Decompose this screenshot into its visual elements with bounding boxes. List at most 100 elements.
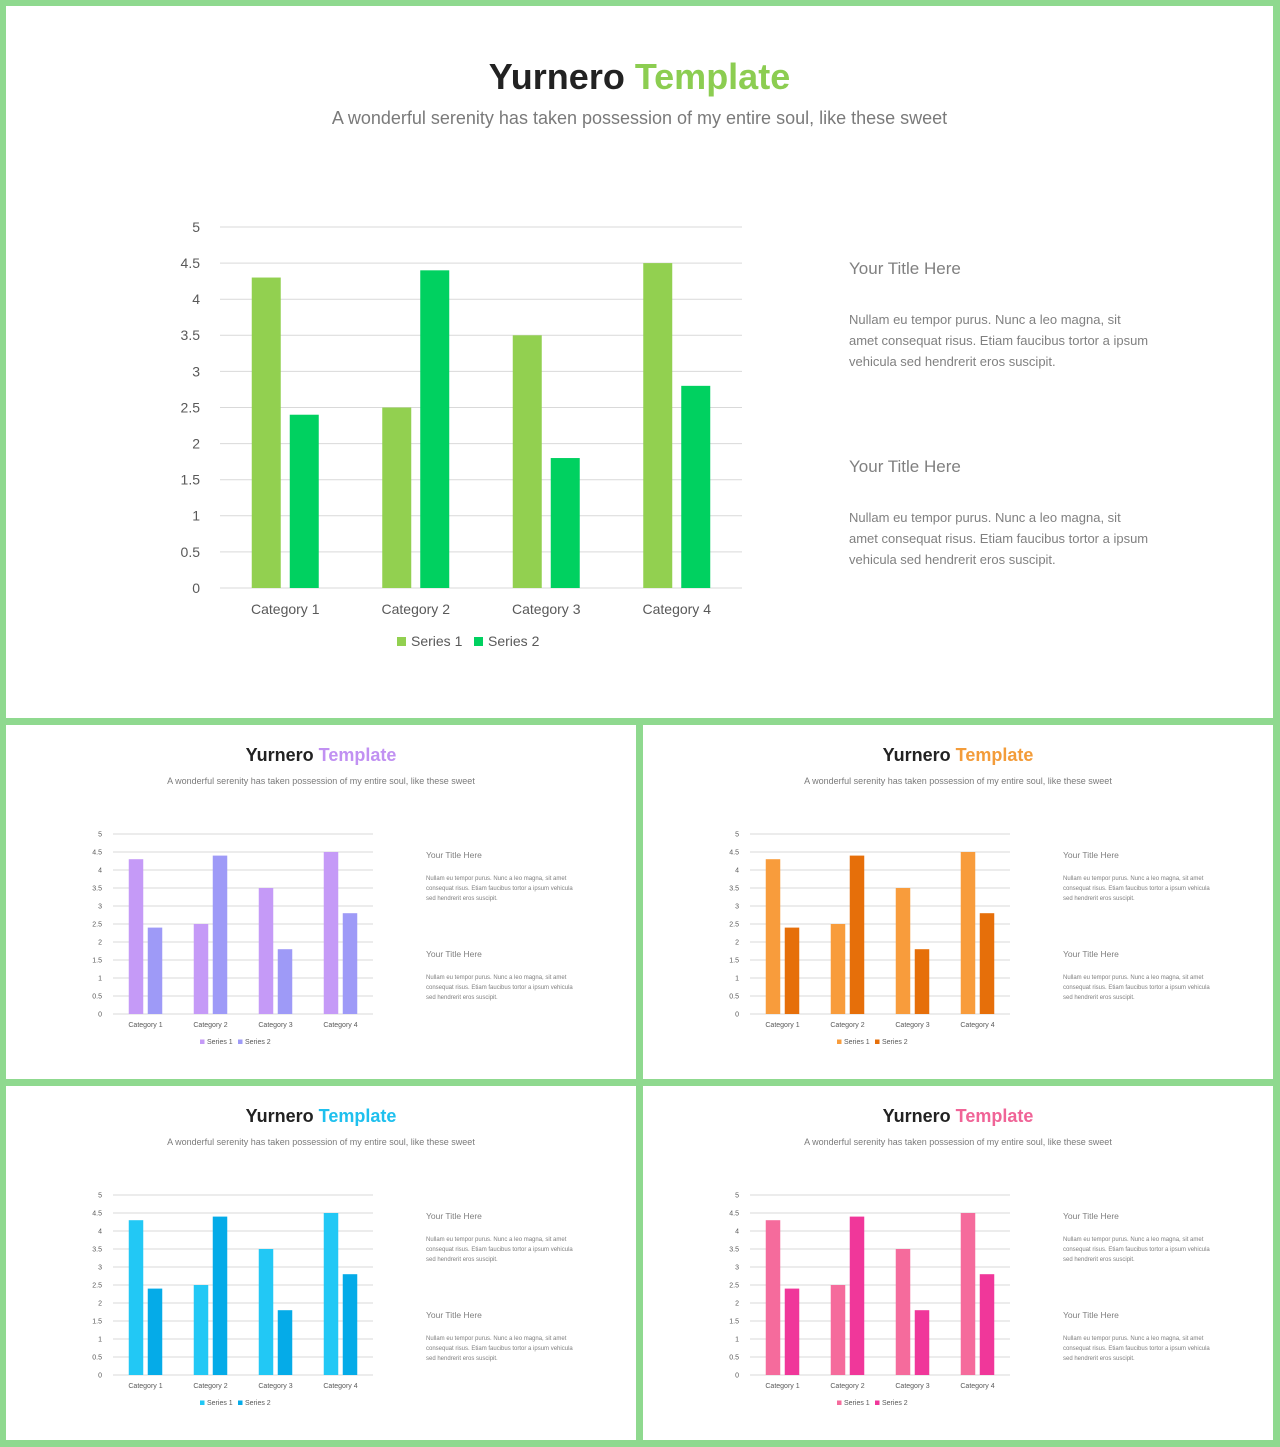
slide-orange: Yurnero Template A wonderful serenity ha… — [643, 725, 1273, 1079]
bar-series-2 — [914, 949, 930, 1014]
x-tick-label: Category 4 — [323, 1022, 357, 1029]
x-tick-label: Category 3 — [895, 1383, 929, 1390]
y-tick-label: 2.5 — [729, 1282, 739, 1289]
legend-label: Series 1 — [844, 1039, 870, 1046]
bar-series-1 — [193, 924, 209, 1014]
legend: Series 1 Series 2 — [837, 1400, 908, 1407]
x-tick-label: Category 1 — [128, 1022, 162, 1029]
bar-series-2 — [420, 270, 450, 588]
y-tick-label: 3 — [98, 903, 102, 910]
bar-series-1 — [128, 859, 144, 1014]
y-tick-label: 3.5 — [729, 1246, 739, 1253]
bar-series-2 — [289, 414, 319, 588]
block-heading: Your Title Here — [849, 457, 961, 476]
slide-title: Yurnero Template — [6, 745, 636, 766]
y-tick-label: 1 — [98, 975, 102, 982]
x-tick-label: Category 4 — [323, 1383, 357, 1390]
y-tick-label: 5 — [735, 1192, 739, 1199]
block-body: Nullam eu tempor purus. Nunc a leo magna… — [1063, 1336, 1210, 1362]
bar-series-2 — [147, 1288, 163, 1375]
bar-chart: 0 0.5 1 1.5 2 2.5 3 3.5 4 4.5 5 Category 1 Category … — [181, 219, 742, 649]
title-accent-word: Template — [955, 1106, 1034, 1126]
slide-blue: Yurnero Template A wonderful serenity ha… — [6, 1086, 636, 1440]
x-tick-label: Category 2 — [830, 1022, 864, 1029]
y-tick-label: 2 — [192, 436, 200, 452]
x-tick-label: Category 3 — [258, 1383, 292, 1390]
y-tick-label: 4 — [98, 1228, 102, 1235]
y-tick-label: 0 — [735, 1372, 739, 1379]
bar-series-2 — [784, 1288, 800, 1375]
legend: Series 1 Series 2 — [200, 1039, 271, 1046]
y-tick-label: 5 — [98, 831, 102, 838]
bar-series-1 — [830, 1285, 846, 1375]
slide-title: Yurnero Template — [643, 1106, 1273, 1127]
bar-chart: 0 0.5 1 1.5 2 2.5 3 3.5 4 4.5 5 Category 1 Category … — [729, 831, 1010, 1046]
y-tick-label: 2 — [735, 1300, 739, 1307]
bar-series-2 — [277, 949, 293, 1014]
y-tick-label: 3.5 — [729, 885, 739, 892]
x-tick-label: Category 3 — [512, 601, 581, 617]
slide-title: Yurnero Template — [6, 1106, 636, 1127]
y-tick-label: 2.5 — [92, 1282, 102, 1289]
bar-series-2 — [681, 385, 711, 588]
text-block-1: Your Title Here Nullam eu tempor purus. … — [426, 850, 576, 904]
x-tick-label: Category 4 — [643, 601, 712, 617]
y-tick-label: 2.5 — [181, 399, 201, 415]
text-block-2: Your Title Here Nullam eu tempor purus. … — [426, 1310, 576, 1364]
slide-title: Yurnero Template — [6, 56, 1273, 98]
legend-label: Series 1 — [207, 1039, 233, 1046]
y-tick-label: 3 — [735, 903, 739, 910]
title-word: Yurnero — [882, 1106, 951, 1126]
title-accent-word: Template — [318, 1106, 397, 1126]
bar-series-2 — [979, 913, 995, 1014]
bar-chart: 0 0.5 1 1.5 2 2.5 3 3.5 4 4.5 5 Category 1 Category … — [92, 1192, 373, 1407]
block-heading: Your Title Here — [849, 259, 961, 278]
bar-series-2 — [849, 855, 865, 1014]
y-tick-label: 5 — [98, 1192, 102, 1199]
legend-swatch — [837, 1400, 842, 1405]
title-word: Yurnero — [245, 1106, 314, 1126]
bar-series-1 — [895, 1249, 911, 1375]
y-tick-label: 2 — [735, 939, 739, 946]
title-accent-word: Template — [318, 745, 397, 765]
y-tick-label: 1 — [192, 508, 200, 524]
legend-label: Series 2 — [245, 1039, 271, 1046]
bar-series-1 — [512, 335, 542, 588]
text-block-2: Your Title Here Nullam eu tempor purus. … — [1063, 949, 1213, 1003]
bar-series-1 — [765, 859, 781, 1014]
legend-label: Series 1 — [844, 1400, 870, 1407]
legend-swatch — [875, 1400, 880, 1405]
y-tick-label: 0.5 — [729, 993, 739, 1000]
y-tick-label: 4 — [98, 867, 102, 874]
slide-subtitle: A wonderful serenity has taken possessio… — [167, 776, 475, 786]
text-block-1: Your Title Here Nullam eu tempor purus. … — [426, 1211, 576, 1265]
block-body: Nullam eu tempor purus. Nunc a leo magna… — [1063, 876, 1210, 902]
text-block-1: Your Title Here Nullam eu tempor purus. … — [1063, 850, 1213, 904]
block-body: Nullam eu tempor purus. Nunc a leo magna… — [426, 975, 573, 1001]
bar-series-1 — [323, 1213, 339, 1375]
legend-swatch — [238, 1400, 243, 1405]
slide-subtitle: A wonderful serenity has taken possessio… — [167, 1137, 475, 1147]
y-tick-label: 0.5 — [181, 544, 201, 560]
x-tick-label: Category 2 — [382, 601, 451, 617]
y-tick-label: 1.5 — [729, 1318, 739, 1325]
y-tick-label: 4.5 — [181, 255, 201, 271]
y-tick-label: 3 — [735, 1264, 739, 1271]
y-tick-label: 3 — [98, 1264, 102, 1271]
y-tick-label: 4 — [735, 1228, 739, 1235]
slide-subtitle: A wonderful serenity has taken possessio… — [331, 108, 948, 128]
text-block-2: Your Title Here Nullam eu tempor purus. … — [1063, 1310, 1213, 1364]
text-block-1: Your Title Here Nullam eu tempor purus. … — [849, 259, 1149, 372]
bar-series-1 — [765, 1220, 781, 1375]
text-block-2: Your Title Here Nullam eu tempor purus. … — [849, 457, 1149, 570]
title-accent-word: Template — [955, 745, 1034, 765]
legend-label: Series 1 — [207, 1400, 233, 1407]
y-tick-label: 0 — [98, 1372, 102, 1379]
title-accent-word: Template — [634, 56, 791, 97]
bar-series-2 — [147, 927, 163, 1014]
block-heading: Your Title Here — [426, 1310, 482, 1320]
bar-series-1 — [960, 1213, 976, 1375]
x-tick-label: Category 1 — [251, 601, 320, 617]
y-tick-label: 3.5 — [181, 327, 201, 343]
bar-series-1 — [128, 1220, 144, 1375]
